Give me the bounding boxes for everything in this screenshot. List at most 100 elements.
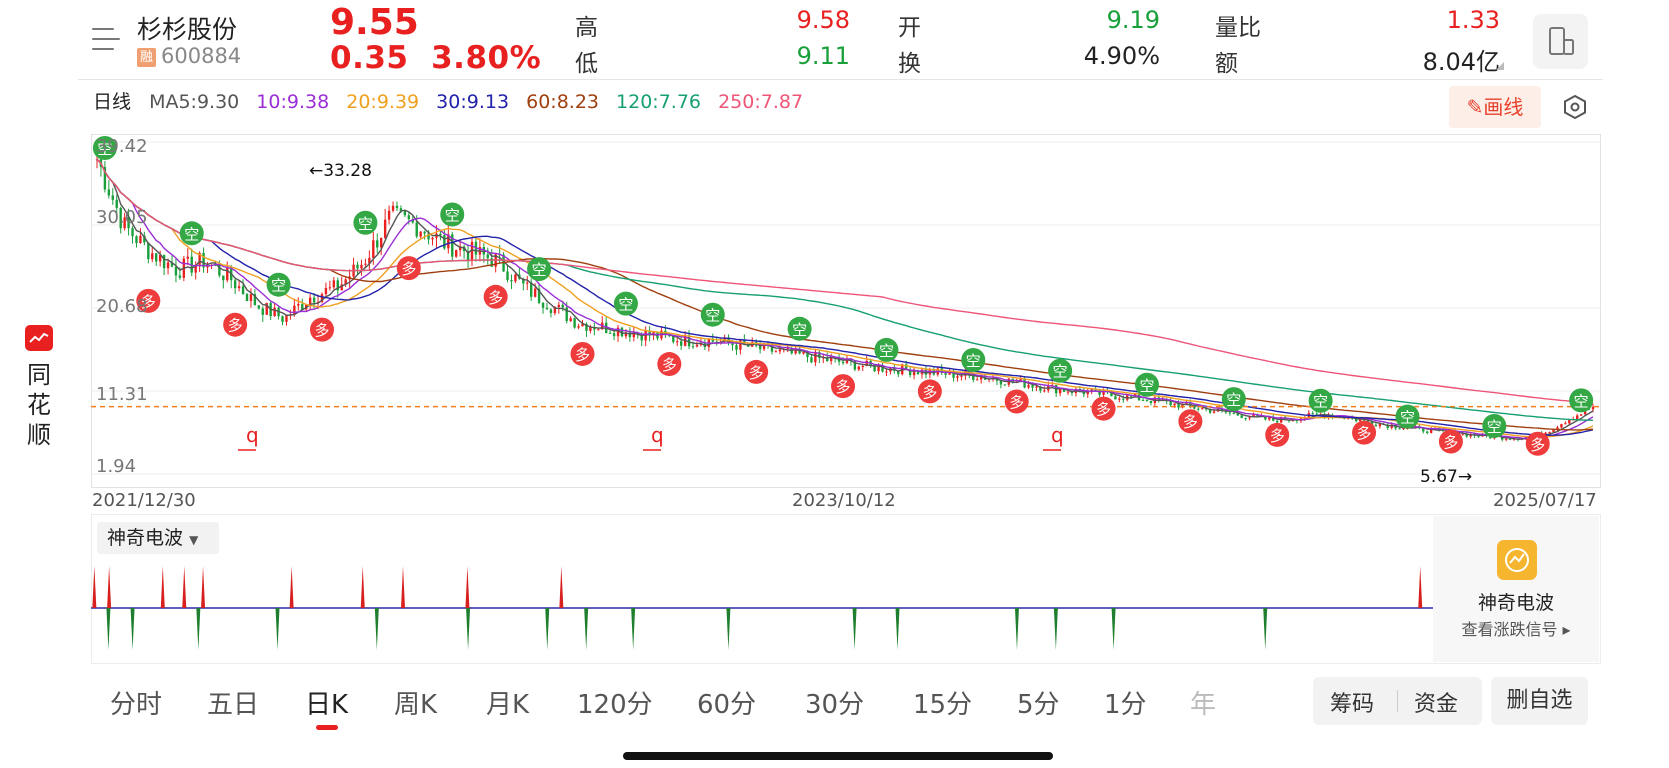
candle-body: [865, 360, 868, 367]
candle-body: [569, 318, 572, 322]
candle-body: [735, 345, 738, 350]
ma-line-3: [96, 158, 1594, 436]
candle-body: [336, 280, 339, 291]
tab-10[interactable]: 1分: [1104, 690, 1147, 720]
turnover-label: 换: [898, 51, 921, 77]
phone-rotate-icon: [1549, 27, 1574, 55]
tab-9[interactable]: 5分: [1017, 690, 1060, 720]
tab-8[interactable]: 15分: [913, 690, 973, 720]
expand-corner-icon[interactable]: [1496, 62, 1504, 70]
candle-body: [1390, 424, 1393, 428]
short-signal-bubble: [1569, 388, 1594, 413]
green-spike: [631, 608, 636, 650]
high-label: 高: [575, 15, 598, 41]
tonghuashun-logo-icon[interactable]: [25, 325, 53, 351]
candle-body: [537, 288, 541, 303]
candle-body: [245, 294, 249, 302]
candle-body: [281, 316, 284, 322]
draw-line-button[interactable]: ✎画线: [1449, 86, 1541, 128]
chips-button[interactable]: 筹码: [1330, 692, 1375, 717]
short-signal-text: 空: [1400, 409, 1415, 427]
candle-body: [1576, 415, 1579, 420]
candle-body: [541, 302, 545, 308]
candle-body: [202, 252, 205, 268]
candle-body: [111, 195, 114, 200]
candle-body: [1220, 408, 1224, 411]
tab-2[interactable]: 日K: [305, 690, 349, 720]
candle-body: [253, 294, 257, 306]
landscape-toggle-button[interactable]: [1533, 14, 1588, 69]
candle-body: [857, 366, 861, 370]
candle-body: [466, 251, 470, 260]
candle-body: [1386, 424, 1389, 428]
candle-body: [198, 252, 201, 265]
candle-body: [739, 340, 742, 350]
funds-button[interactable]: 资金: [1414, 692, 1459, 717]
candle-body: [131, 228, 134, 237]
red-spike: [92, 566, 97, 608]
short-signal-text: 空: [532, 261, 547, 279]
short-signal-bubble: [787, 316, 812, 341]
long-signal-text: 多: [488, 289, 503, 307]
candle-body: [1043, 390, 1046, 392]
candle-body: [1560, 424, 1563, 428]
ma-line-4: [96, 158, 1594, 431]
candle-body: [107, 189, 111, 196]
candle-body: [956, 376, 959, 378]
green-spike: [130, 608, 135, 650]
candle-body: [451, 234, 454, 257]
kline-chart-frame[interactable]: [91, 134, 1601, 488]
candle-body: [904, 364, 908, 370]
tab-3[interactable]: 周K: [394, 690, 438, 720]
candle-body: [829, 357, 833, 362]
remove-watchlist-button[interactable]: 删自选: [1491, 677, 1588, 725]
candle-body: [522, 278, 525, 284]
candle-body: [1244, 418, 1247, 420]
candle-body: [1552, 429, 1555, 433]
candle-body: [1402, 428, 1405, 430]
short-signal-bubble: [179, 221, 204, 246]
x-tick-mid: 2023/10/12: [792, 490, 896, 511]
candle-body: [668, 334, 671, 337]
long-signal-text: 多: [749, 364, 764, 382]
candle-body: [758, 345, 762, 350]
long-signal-text: 多: [836, 378, 851, 396]
tab-11[interactable]: 年: [1190, 690, 1217, 720]
short-signal-text: 空: [271, 277, 286, 295]
candle-body: [565, 307, 568, 322]
indicator-promo-subtitle[interactable]: 查看涨跌信号 ▸: [1461, 620, 1571, 639]
red-spike: [182, 566, 187, 608]
long-signal-bubble: [1438, 429, 1463, 454]
tab-6[interactable]: 60分: [697, 690, 757, 720]
candle-body: [1429, 428, 1433, 433]
menu-icon[interactable]: [92, 28, 122, 54]
candle-body: [1461, 433, 1464, 435]
indicator-panel: [91, 514, 1601, 664]
long-signal-bubble: [483, 284, 508, 309]
candle-body: [458, 246, 462, 251]
candle-body: [1264, 415, 1267, 420]
tab-5[interactable]: 120分: [577, 690, 653, 720]
long-signal-bubble: [570, 341, 595, 366]
candle-body: [380, 237, 383, 248]
candle-body: [877, 365, 880, 372]
short-signal-text: 空: [705, 307, 720, 325]
tab-0[interactable]: 分时: [110, 690, 163, 720]
settings-hexagon-icon[interactable]: [1562, 94, 1588, 120]
q-marker: q: [246, 423, 259, 447]
low-label: 低: [575, 51, 598, 77]
tab-4[interactable]: 月K: [486, 690, 530, 720]
indicator-select[interactable]: 神奇电波 ▼: [97, 522, 219, 554]
green-spike: [584, 608, 589, 650]
green-spike: [1053, 608, 1058, 650]
candle-body: [1193, 405, 1196, 409]
tab-7[interactable]: 30分: [805, 690, 865, 720]
tab-1[interactable]: 五日: [207, 690, 260, 720]
candle-body: [806, 351, 809, 358]
short-signal-bubble: [1134, 372, 1159, 397]
short-signal-bubble: [1221, 387, 1246, 412]
short-signal-bubble: [613, 291, 638, 316]
candle-body: [1591, 406, 1595, 410]
candle-body: [454, 250, 458, 257]
